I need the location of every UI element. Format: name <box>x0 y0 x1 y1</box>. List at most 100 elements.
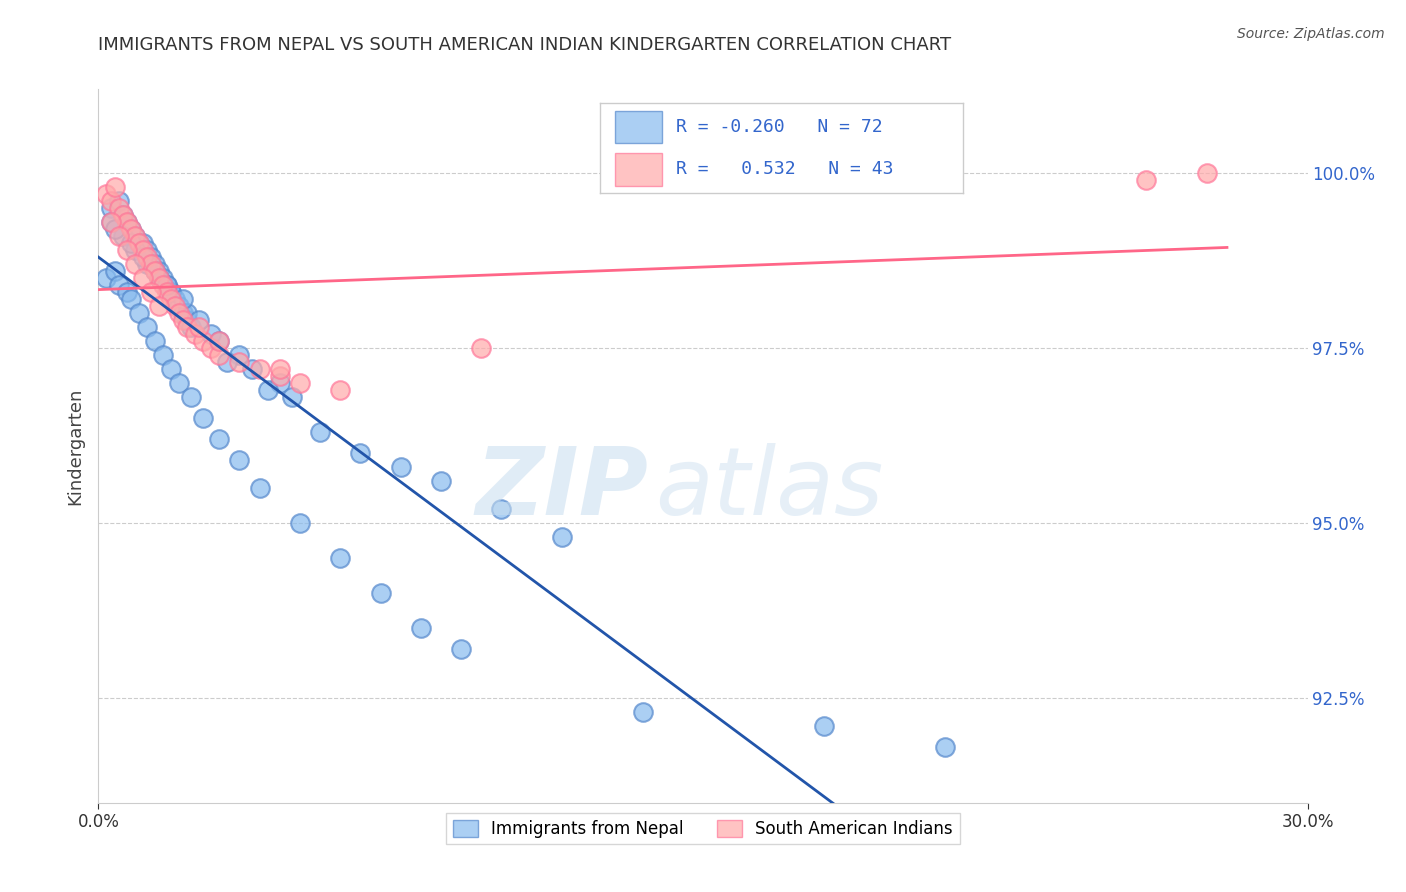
Text: Source: ZipAtlas.com: Source: ZipAtlas.com <box>1237 27 1385 41</box>
Point <box>160 292 183 306</box>
Point <box>240 362 263 376</box>
Point <box>188 320 211 334</box>
Point <box>107 194 129 208</box>
Point <box>148 299 170 313</box>
Point <box>167 376 190 390</box>
Point <box>217 355 239 369</box>
Point <box>100 201 122 215</box>
Point <box>228 348 250 362</box>
Point <box>143 264 166 278</box>
Point <box>249 481 271 495</box>
Legend: Immigrants from Nepal, South American Indians: Immigrants from Nepal, South American In… <box>446 813 960 845</box>
Point <box>1195 166 1218 180</box>
Point <box>156 278 179 293</box>
Point <box>152 278 174 293</box>
Point <box>228 355 250 369</box>
Text: IMMIGRANTS FROM NEPAL VS SOUTH AMERICAN INDIAN KINDERGARTEN CORRELATION CHART: IMMIGRANTS FROM NEPAL VS SOUTH AMERICAN … <box>98 36 952 54</box>
Point <box>135 250 157 264</box>
Point <box>160 285 183 299</box>
Point <box>631 705 654 719</box>
Point <box>135 257 157 271</box>
Point <box>152 348 174 362</box>
Point <box>228 453 250 467</box>
Point <box>124 243 146 257</box>
Point <box>208 348 231 362</box>
Point <box>115 243 138 257</box>
Point <box>115 215 138 229</box>
Point <box>124 229 146 244</box>
Point <box>389 460 412 475</box>
Point <box>100 215 122 229</box>
Point <box>281 390 304 404</box>
Point <box>132 236 155 251</box>
Point <box>160 285 183 299</box>
Point <box>132 243 155 257</box>
Point <box>156 285 179 299</box>
Point <box>152 271 174 285</box>
Point <box>128 306 150 320</box>
Point <box>132 250 155 264</box>
Point <box>115 285 138 299</box>
Point <box>180 390 202 404</box>
Point <box>139 285 162 299</box>
Point <box>349 446 371 460</box>
Point <box>470 341 492 355</box>
Point <box>491 502 513 516</box>
Point <box>107 229 129 244</box>
Point <box>256 383 278 397</box>
Point <box>103 264 125 278</box>
Point <box>249 362 271 376</box>
Point <box>120 292 142 306</box>
Point <box>139 250 162 264</box>
Point <box>96 187 118 202</box>
Point <box>184 327 207 342</box>
Point <box>200 327 222 342</box>
Point <box>180 320 202 334</box>
Point <box>269 369 291 384</box>
Point <box>370 586 392 600</box>
Text: atlas: atlas <box>655 443 883 534</box>
Point <box>120 236 142 251</box>
Point <box>172 306 194 320</box>
Point <box>934 739 956 754</box>
Point <box>167 299 190 313</box>
Point <box>100 215 122 229</box>
Point <box>96 271 118 285</box>
Point <box>100 194 122 208</box>
Point <box>143 334 166 348</box>
Point <box>111 229 134 244</box>
Point <box>167 306 190 320</box>
Point <box>176 306 198 320</box>
Point <box>111 208 134 222</box>
Point <box>128 236 150 251</box>
Point <box>329 550 352 565</box>
Point <box>551 530 574 544</box>
Point <box>103 180 125 194</box>
Point <box>148 271 170 285</box>
Point <box>193 334 215 348</box>
Point <box>176 313 198 327</box>
Point <box>813 719 835 733</box>
Point <box>107 278 129 293</box>
Point <box>200 341 222 355</box>
Point <box>163 299 186 313</box>
Point <box>148 264 170 278</box>
Point <box>188 313 211 327</box>
Point <box>172 313 194 327</box>
Point <box>143 257 166 271</box>
Point <box>409 621 432 635</box>
Point <box>132 271 155 285</box>
Point <box>288 516 311 530</box>
Point <box>111 208 134 222</box>
Point <box>128 236 150 251</box>
Point <box>269 362 291 376</box>
Point <box>139 257 162 271</box>
Point <box>208 334 231 348</box>
Point <box>103 222 125 236</box>
Text: ZIP: ZIP <box>475 442 648 535</box>
Point <box>172 292 194 306</box>
Point <box>193 411 215 425</box>
Point <box>160 362 183 376</box>
Point <box>124 257 146 271</box>
Point <box>430 474 453 488</box>
